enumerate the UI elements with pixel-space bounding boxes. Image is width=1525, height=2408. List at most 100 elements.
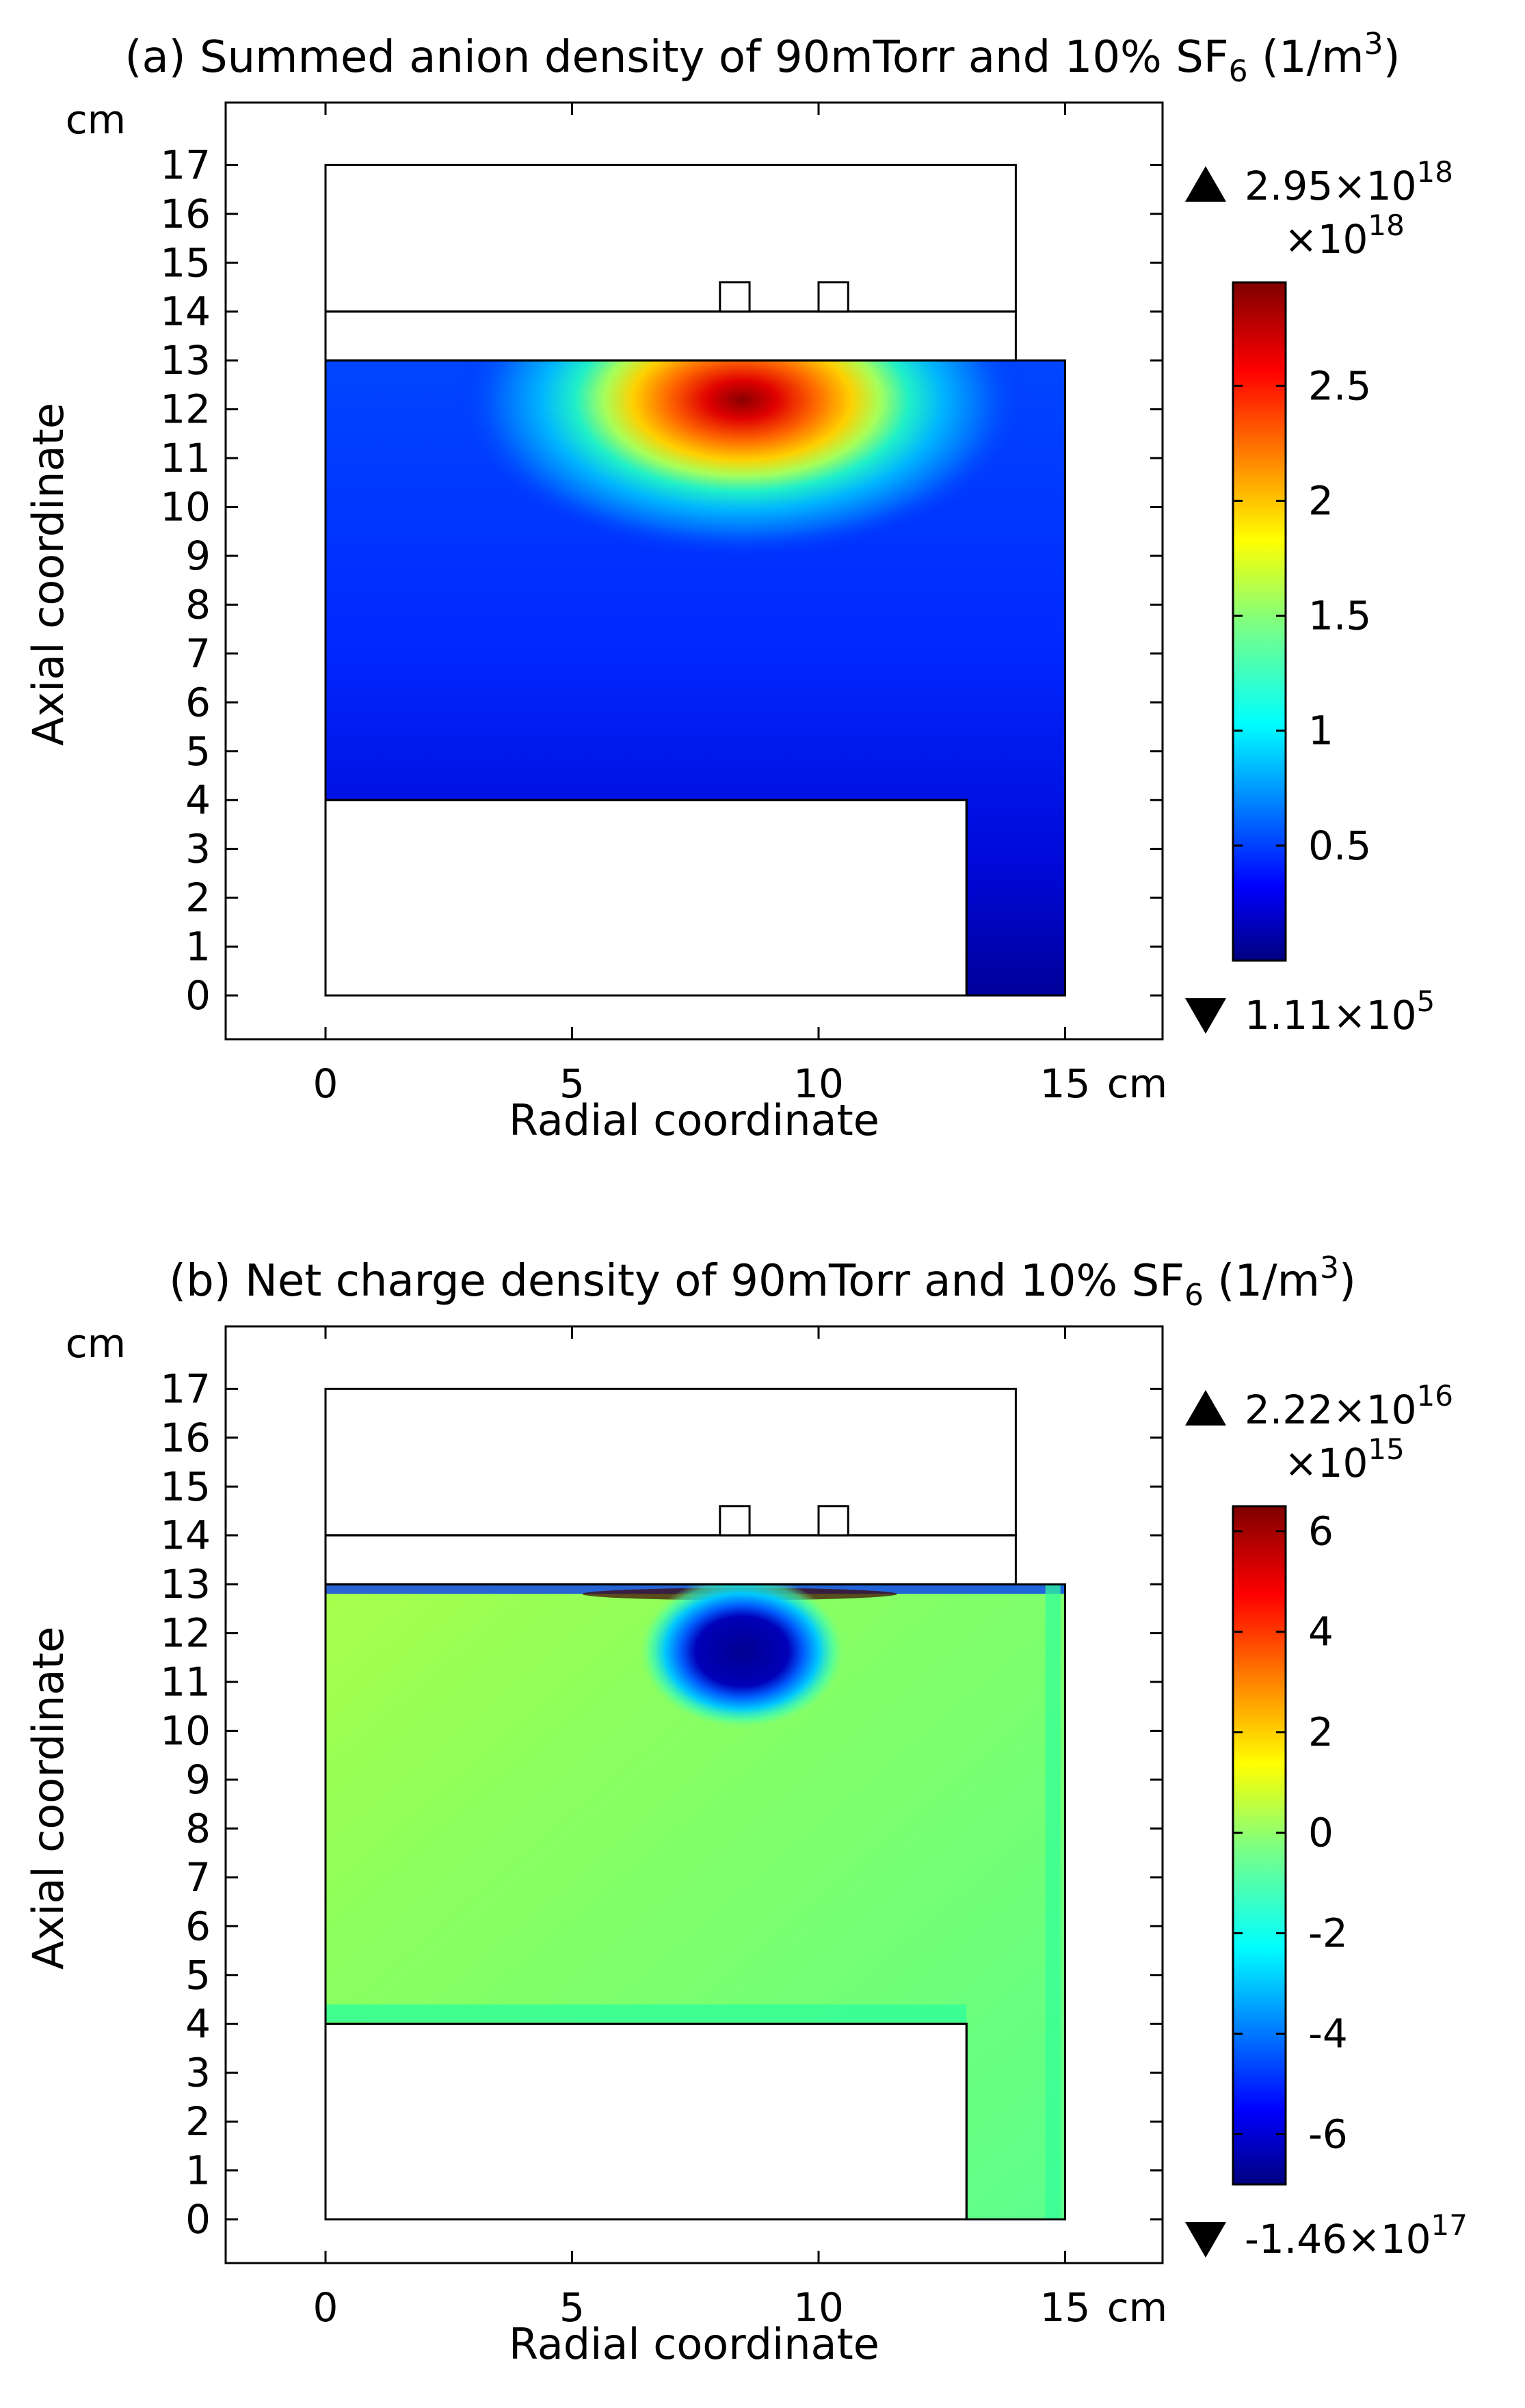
panel-title: (b) Net charge density of 90mTorr and 10… xyxy=(169,1250,1356,1313)
outline-upper-box xyxy=(324,1387,1017,1537)
colorbar-tick-label: 2 xyxy=(1308,1709,1334,1756)
outline-dielectric xyxy=(324,310,1017,362)
colorbar-scale-base: ×10 xyxy=(1284,1440,1368,1486)
colorbar-tick-label: 1 xyxy=(1308,708,1334,754)
x-tick-label: 15 xyxy=(1040,2284,1091,2331)
y-tick-label: 1 xyxy=(185,2148,211,2194)
y-tick-label: 5 xyxy=(185,1952,211,1998)
heatmap-peak-region xyxy=(326,360,1065,995)
min-value-mantissa: -1.46×10 xyxy=(1245,2216,1431,2262)
colorbar-tick-label: -2 xyxy=(1308,1910,1348,1957)
colorbar-tick-label: -6 xyxy=(1308,2111,1348,2158)
x-unit-label: cm xyxy=(1107,2284,1167,2331)
y-unit-label: cm xyxy=(66,96,126,143)
outline-dielectric xyxy=(324,1534,1017,1586)
y-tick-label: 17 xyxy=(160,142,211,188)
min-marker-icon xyxy=(1185,2222,1226,2258)
y-tick-label: 8 xyxy=(185,581,211,628)
panel-title-unit-close: ) xyxy=(1339,1256,1356,1307)
colorbar-tick-label: 2 xyxy=(1308,477,1334,524)
max-marker-icon xyxy=(1185,1390,1226,1426)
colorbar-tick-label: -4 xyxy=(1308,2011,1348,2057)
y-tick-label: 0 xyxy=(185,972,211,1019)
y-tick-label: 1 xyxy=(185,924,211,970)
min-marker-icon xyxy=(1185,998,1226,1034)
colorbar-tick-label: 0 xyxy=(1308,1810,1334,1856)
outline-coil-2 xyxy=(817,281,849,313)
x-axis-label: Radial coordinate xyxy=(509,1095,879,1145)
y-tick-label: 16 xyxy=(160,191,211,237)
x-tick-label: 0 xyxy=(313,1060,339,1107)
y-tick-label: 11 xyxy=(160,1659,211,1705)
y-tick-label: 8 xyxy=(185,1805,211,1851)
y-tick-label: 9 xyxy=(185,533,211,579)
panel-title-unit-close: ) xyxy=(1383,32,1401,83)
outline-coil-2 xyxy=(817,1505,849,1537)
y-tick-label: 14 xyxy=(160,1512,211,1559)
panel-title-main: (a) Summed anion density of 90mTorr and … xyxy=(124,32,1228,83)
panel-title-unit-exp: 3 xyxy=(1320,1250,1339,1285)
panel-title-unit-exp: 3 xyxy=(1364,27,1383,62)
axes-frame xyxy=(224,101,1164,1041)
colorbar-scale-exponent: 18 xyxy=(1368,209,1404,242)
max-value-label: 2.95×1018 xyxy=(1245,155,1453,209)
y-tick-label: 13 xyxy=(160,1561,211,1607)
panel-title-main: (b) Net charge density of 90mTorr and 10… xyxy=(169,1256,1184,1307)
y-tick-label: 14 xyxy=(160,289,211,335)
min-value-label: -1.46×1017 xyxy=(1245,2208,1468,2262)
max-value-label: 2.22×1016 xyxy=(1245,1379,1453,1433)
y-tick-label: 6 xyxy=(185,679,211,725)
outline-coil-1 xyxy=(719,281,751,313)
min-value-exponent: 5 xyxy=(1417,985,1435,1018)
x-tick-label: 5 xyxy=(559,2284,585,2331)
y-unit-label: cm xyxy=(66,1320,126,1367)
outline-lower-box xyxy=(324,799,968,997)
x-tick-label: 15 xyxy=(1040,1060,1091,1107)
colorbar xyxy=(1232,281,1287,962)
colorbar-tick-label: 0.5 xyxy=(1308,822,1371,869)
max-value-exponent: 18 xyxy=(1417,155,1453,189)
y-tick-label: 13 xyxy=(160,337,211,384)
colorbar-tick-label: 1.5 xyxy=(1308,593,1371,639)
y-tick-label: 3 xyxy=(185,826,211,872)
y-tick-label: 17 xyxy=(160,1365,211,1412)
x-tick-label: 0 xyxy=(313,2284,339,2331)
colorbar-scale-label: ×1015 xyxy=(1284,1432,1405,1486)
y-tick-label: 2 xyxy=(185,2098,211,2145)
max-value-mantissa: 2.22×10 xyxy=(1245,1387,1417,1433)
min-value-mantissa: 1.11×10 xyxy=(1245,992,1417,1039)
colorbar-tick-label: 4 xyxy=(1308,1609,1334,1655)
colorbar-scale-base: ×10 xyxy=(1284,216,1368,263)
colorbar-scale-label: ×1018 xyxy=(1284,209,1405,263)
y-tick-label: 10 xyxy=(160,484,211,531)
outline-coil-1 xyxy=(719,1505,751,1537)
y-tick-label: 7 xyxy=(185,1854,211,1901)
heatmap xyxy=(326,1584,1065,2219)
x-tick-label: 10 xyxy=(793,2284,844,2331)
y-tick-label: 5 xyxy=(185,728,211,775)
max-value-exponent: 16 xyxy=(1417,1379,1453,1413)
axes-frame xyxy=(224,1325,1164,2264)
y-axis-label: Axial coordinate xyxy=(23,1627,73,1970)
y-tick-label: 2 xyxy=(185,874,211,921)
y-tick-label: 6 xyxy=(185,1903,211,1949)
y-tick-label: 4 xyxy=(185,777,211,823)
y-tick-label: 11 xyxy=(160,435,211,481)
min-value-exponent: 17 xyxy=(1431,2208,1467,2242)
y-tick-label: 3 xyxy=(185,2050,211,2096)
heatmap xyxy=(326,360,1065,995)
colorbar-tick-label: 6 xyxy=(1308,1508,1334,1555)
x-unit-label: cm xyxy=(1107,1060,1167,1107)
y-tick-label: 16 xyxy=(160,1415,211,1461)
y-tick-label: 9 xyxy=(185,1756,211,1803)
outline-upper-box xyxy=(324,163,1017,313)
panel-a: (a) Summed anion density of 90mTorr and … xyxy=(23,27,1453,1145)
colorbar-tick-label: 2.5 xyxy=(1308,362,1371,409)
x-tick-label: 5 xyxy=(559,1060,585,1107)
x-axis-label: Radial coordinate xyxy=(509,2319,879,2369)
y-tick-label: 0 xyxy=(185,2196,211,2243)
panel-b: (b) Net charge density of 90mTorr and 10… xyxy=(23,1250,1468,2369)
max-value-mantissa: 2.95×10 xyxy=(1245,163,1417,209)
x-tick-label: 10 xyxy=(793,1060,844,1107)
